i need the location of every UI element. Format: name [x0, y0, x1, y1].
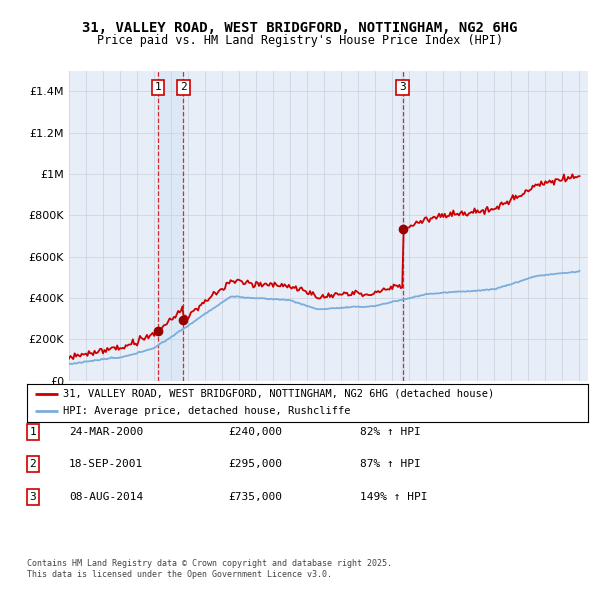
Text: 149% ↑ HPI: 149% ↑ HPI [360, 492, 427, 502]
Text: 87% ↑ HPI: 87% ↑ HPI [360, 460, 421, 469]
Text: 18-SEP-2001: 18-SEP-2001 [69, 460, 143, 469]
Text: 24-MAR-2000: 24-MAR-2000 [69, 427, 143, 437]
Text: 2: 2 [29, 460, 37, 469]
Text: 82% ↑ HPI: 82% ↑ HPI [360, 427, 421, 437]
Text: HPI: Average price, detached house, Rushcliffe: HPI: Average price, detached house, Rush… [64, 407, 351, 417]
Text: Contains HM Land Registry data © Crown copyright and database right 2025.: Contains HM Land Registry data © Crown c… [27, 559, 392, 568]
Text: 1: 1 [29, 427, 37, 437]
Bar [158, 71, 184, 381]
Text: 3: 3 [29, 492, 37, 502]
Text: Price paid vs. HM Land Registry's House Price Index (HPI): Price paid vs. HM Land Registry's House … [97, 34, 503, 47]
Text: 31, VALLEY ROAD, WEST BRIDGFORD, NOTTINGHAM, NG2 6HG: 31, VALLEY ROAD, WEST BRIDGFORD, NOTTING… [82, 21, 518, 35]
Text: £240,000: £240,000 [228, 427, 282, 437]
Bar [401, 71, 404, 381]
Text: £295,000: £295,000 [228, 460, 282, 469]
Text: 3: 3 [399, 83, 406, 92]
Text: 08-AUG-2014: 08-AUG-2014 [69, 492, 143, 502]
Text: 31, VALLEY ROAD, WEST BRIDGFORD, NOTTINGHAM, NG2 6HG (detached house): 31, VALLEY ROAD, WEST BRIDGFORD, NOTTING… [64, 389, 495, 399]
Text: This data is licensed under the Open Government Licence v3.0.: This data is licensed under the Open Gov… [27, 571, 332, 579]
Text: £735,000: £735,000 [228, 492, 282, 502]
Text: 1: 1 [155, 83, 161, 92]
Text: 2: 2 [180, 83, 187, 92]
